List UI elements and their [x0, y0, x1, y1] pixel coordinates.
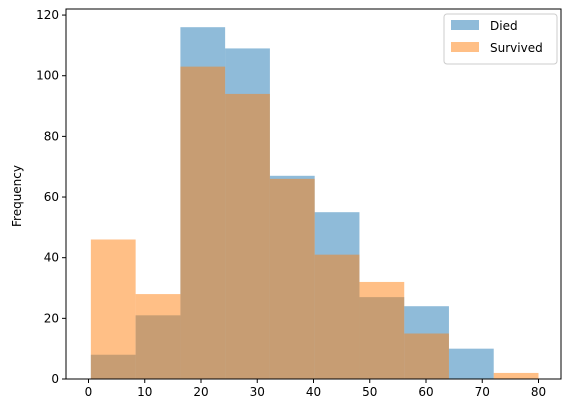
- y-tick-label: 60: [44, 190, 59, 204]
- x-tick-label: 50: [362, 385, 377, 399]
- y-tick-label: 80: [44, 129, 59, 143]
- y-tick-label: 0: [51, 372, 59, 386]
- bar-survived-bin-4: [269, 178, 315, 379]
- x-tick-label: 80: [531, 385, 546, 399]
- bar-survived-bin-9: [493, 372, 539, 379]
- bar-survived-bin-6: [359, 281, 405, 379]
- x-tick-label: 60: [418, 385, 433, 399]
- bar-survived-bin-5: [314, 254, 360, 379]
- legend-label-died: Died: [490, 19, 518, 33]
- x-tick-label: 0: [85, 385, 93, 399]
- legend-swatch-survived: [451, 42, 479, 52]
- x-tick-label: 30: [250, 385, 265, 399]
- bar-survived-bin-7: [404, 333, 449, 379]
- y-tick-label: 120: [36, 8, 59, 22]
- bar-survived-bin-3: [225, 93, 270, 379]
- axes-layer: 0 10 20 30 40 50 60 70 80 0 20 40 60 80 100 120: [36, 8, 562, 399]
- x-tick-label: 70: [475, 385, 490, 399]
- y-tick-label: 100: [36, 69, 59, 83]
- legend-label-survived: Survived: [490, 41, 543, 55]
- x-tick-label: 10: [137, 385, 152, 399]
- y-tick-label: 40: [44, 251, 59, 265]
- y-tick-label: 20: [44, 311, 59, 325]
- x-tick-label: 40: [306, 385, 321, 399]
- bar-survived-bin-2: [180, 66, 226, 379]
- y-axis-label: Frequency: [10, 165, 24, 227]
- x-tick-label: 20: [193, 385, 208, 399]
- bar-died-bin-8: [448, 348, 494, 379]
- bars-layer: [90, 27, 539, 380]
- bar-survived-bin-0: [90, 239, 136, 379]
- legend: Died Survived: [443, 13, 558, 65]
- bar-survived-bin-1: [135, 294, 181, 379]
- legend-swatch-died: [451, 20, 479, 30]
